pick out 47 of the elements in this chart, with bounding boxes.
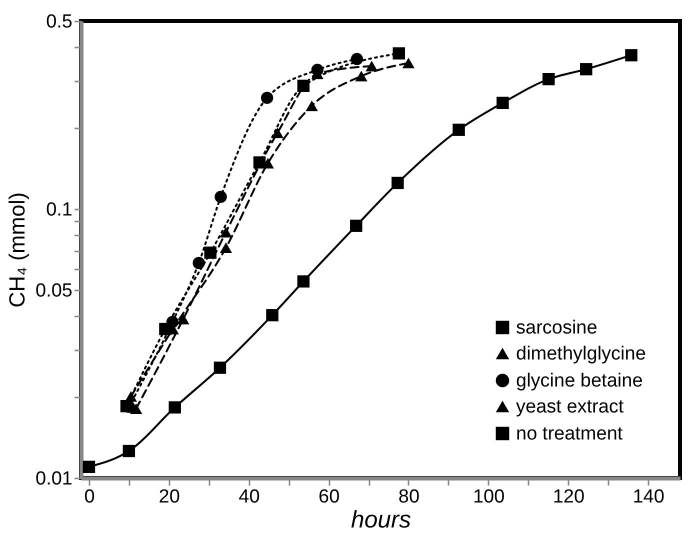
x-tick-label: 80 — [398, 486, 420, 508]
point — [452, 124, 465, 136]
legend-label: sarcosine — [516, 318, 598, 338]
point — [260, 92, 274, 104]
point — [266, 309, 278, 322]
point — [297, 275, 310, 288]
point — [311, 64, 324, 76]
y-tick-label: 0.05 — [36, 280, 72, 302]
point — [496, 96, 509, 110]
legend-label: glycine betaine — [516, 370, 643, 392]
point — [82, 460, 96, 473]
point — [124, 391, 138, 402]
point — [350, 52, 364, 66]
legend-label: yeast extract — [516, 396, 624, 418]
point — [220, 242, 232, 254]
y-tick-label: 0.5 — [46, 12, 72, 32]
point — [580, 63, 592, 76]
point — [271, 128, 284, 138]
x-tick-label: 140 — [632, 486, 664, 508]
point — [214, 362, 226, 374]
y-tick-label: 0.1 — [46, 200, 72, 221]
point — [350, 220, 362, 232]
x-tick-label: 40 — [238, 486, 260, 508]
legend-label: dimethylglycine — [516, 344, 646, 364]
point — [306, 100, 318, 112]
point — [402, 58, 415, 68]
point — [220, 226, 232, 238]
x-axis-title: hours — [350, 506, 412, 534]
x-tick-label: 100 — [472, 486, 505, 508]
point — [214, 190, 227, 203]
point — [122, 444, 136, 458]
point — [168, 401, 181, 414]
x-tick-label: 20 — [158, 486, 180, 508]
x-tick-label: 60 — [318, 486, 340, 508]
point — [392, 47, 405, 60]
x-tick-label: 120 — [552, 486, 585, 508]
point — [392, 176, 404, 190]
point — [192, 256, 205, 270]
legend-label: no treatment — [516, 424, 624, 444]
y-tick-label: 0.01 — [36, 468, 72, 490]
y-axis-title: CH₄ (mmol) — [4, 192, 30, 308]
point — [625, 49, 638, 62]
x-tick-label: 0 — [84, 486, 95, 508]
point — [542, 73, 555, 86]
point — [366, 60, 378, 72]
point — [355, 70, 368, 82]
point — [177, 314, 190, 324]
